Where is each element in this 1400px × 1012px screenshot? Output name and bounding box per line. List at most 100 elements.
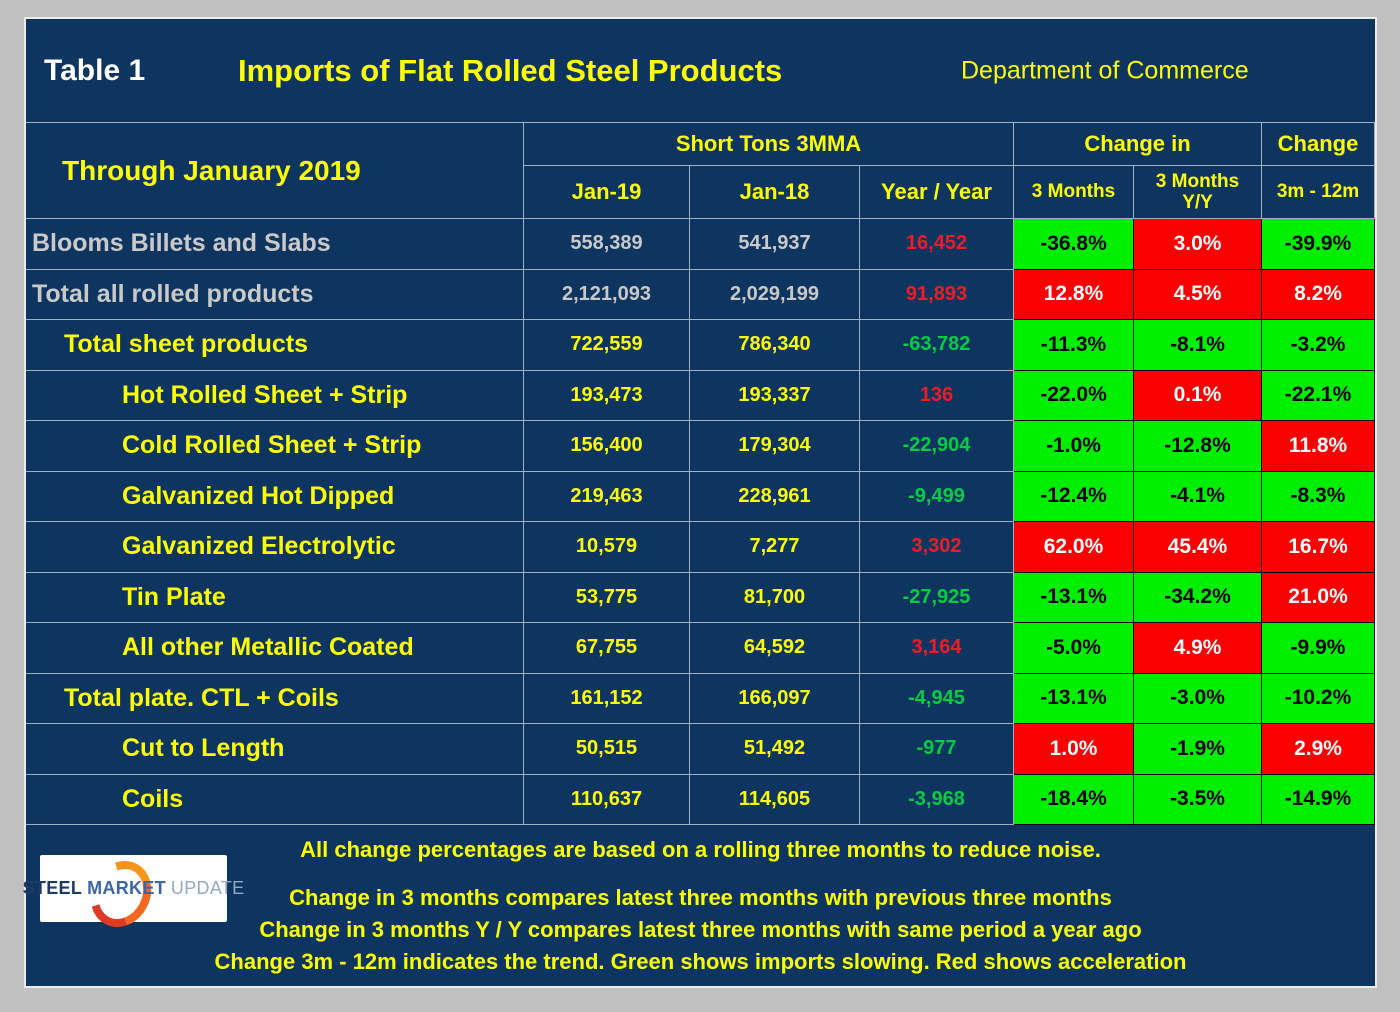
cell-jan19: 156,400 — [524, 421, 690, 472]
cell-change-3-months-yy: 0.1% — [1134, 370, 1262, 421]
cell-jan18: 786,340 — [690, 320, 860, 371]
source-label: Department of Commerce — [961, 56, 1249, 84]
cell-jan18: 7,277 — [690, 522, 860, 573]
cell-change-3-months: -22.0% — [1014, 370, 1134, 421]
row-label: Galvanized Electrolytic — [26, 522, 524, 573]
cell-change-3m-12m: 2.9% — [1262, 724, 1375, 775]
logo-word-market: MARKET — [87, 878, 166, 898]
row-label: Coils — [26, 774, 524, 825]
cell-change-3-months-yy: -4.1% — [1134, 471, 1262, 522]
cell-year-year: -9,499 — [860, 471, 1014, 522]
cell-change-3-months-yy: 3.0% — [1134, 219, 1262, 270]
column-header-3-months-yy: 3 Months Y/Y — [1134, 166, 1262, 219]
cell-jan19: 722,559 — [524, 320, 690, 371]
cell-change-3-months-yy: -12.8% — [1134, 421, 1262, 472]
steel-market-update-logo: STEEL MARKET UPDATE — [23, 850, 244, 938]
cell-jan19: 2,121,093 — [524, 269, 690, 320]
row-label: Hot Rolled Sheet + Strip — [26, 370, 524, 421]
cell-change-3m-12m: 16.7% — [1262, 522, 1375, 573]
cell-change-3-months: -36.8% — [1014, 219, 1134, 270]
cell-change-3-months-yy: 4.9% — [1134, 623, 1262, 674]
column-header-jan19: Jan-19 — [524, 166, 690, 219]
cell-change-3-months: 62.0% — [1014, 522, 1134, 573]
cell-jan19: 10,579 — [524, 522, 690, 573]
cell-change-3-months: -12.4% — [1014, 471, 1134, 522]
cell-change-3-months: 1.0% — [1014, 724, 1134, 775]
cell-jan19: 558,389 — [524, 219, 690, 270]
table-grid: Through January 2019 Short Tons 3MMA Cha… — [26, 122, 1375, 825]
cell-change-3-months: -5.0% — [1014, 623, 1134, 674]
footnote-change-3m-12m: Change 3m - 12m indicates the trend. Gre… — [214, 949, 1187, 974]
column-header-3m-12m: 3m - 12m — [1262, 166, 1375, 219]
cell-jan19: 161,152 — [524, 673, 690, 724]
cell-jan18: 64,592 — [690, 623, 860, 674]
header-group-change: Change — [1262, 123, 1375, 166]
cell-jan18: 193,337 — [690, 370, 860, 421]
cell-year-year: -977 — [860, 724, 1014, 775]
header-group-short-tons: Short Tons 3MMA — [524, 123, 1014, 166]
logo-word-steel: STEEL — [22, 878, 83, 898]
cell-year-year: 136 — [860, 370, 1014, 421]
cell-year-year: 91,893 — [860, 269, 1014, 320]
cell-year-year: -63,782 — [860, 320, 1014, 371]
cell-jan18: 51,492 — [690, 724, 860, 775]
title-band: Table 1 Imports of Flat Rolled Steel Pro… — [26, 19, 1375, 122]
cell-year-year: -22,904 — [860, 421, 1014, 472]
cell-jan19: 110,637 — [524, 774, 690, 825]
cell-change-3m-12m: -3.2% — [1262, 320, 1375, 371]
cell-change-3-months-yy: -1.9% — [1134, 724, 1262, 775]
cell-change-3-months: -11.3% — [1014, 320, 1134, 371]
cell-change-3-months: -1.0% — [1014, 421, 1134, 472]
cell-jan18: 179,304 — [690, 421, 860, 472]
row-label: Cold Rolled Sheet + Strip — [26, 421, 524, 472]
cell-change-3-months-yy: 4.5% — [1134, 269, 1262, 320]
column-header-3-months: 3 Months — [1014, 166, 1134, 219]
cell-jan19: 67,755 — [524, 623, 690, 674]
cell-change-3m-12m: -14.9% — [1262, 774, 1375, 825]
row-label: Galvanized Hot Dipped — [26, 471, 524, 522]
footnote-rolling-months: All change percentages are based on a ro… — [300, 837, 1101, 862]
cell-jan18: 2,029,199 — [690, 269, 860, 320]
page-title: Imports of Flat Rolled Steel Products — [238, 52, 783, 88]
footnote-change-3-months-yy: Change in 3 months Y / Y compares latest… — [259, 917, 1142, 942]
cell-year-year: 16,452 — [860, 219, 1014, 270]
cell-change-3-months: -18.4% — [1014, 774, 1134, 825]
cell-change-3-months: -13.1% — [1014, 572, 1134, 623]
row-label: All other Metallic Coated — [26, 623, 524, 674]
footnote-change-3-months: Change in 3 months compares latest three… — [289, 885, 1112, 910]
cell-year-year: -3,968 — [860, 774, 1014, 825]
cell-jan19: 219,463 — [524, 471, 690, 522]
cell-change-3-months-yy: -8.1% — [1134, 320, 1262, 371]
row-label: Total plate. CTL + Coils — [26, 673, 524, 724]
cell-change-3m-12m: -39.9% — [1262, 219, 1375, 270]
cell-change-3-months-yy: 45.4% — [1134, 522, 1262, 573]
cell-change-3m-12m: -9.9% — [1262, 623, 1375, 674]
cell-jan18: 114,605 — [690, 774, 860, 825]
row-label: Total sheet products — [26, 320, 524, 371]
cell-change-3m-12m: 8.2% — [1262, 269, 1375, 320]
cell-year-year: -27,925 — [860, 572, 1014, 623]
column-header-year-year: Year / Year — [860, 166, 1014, 219]
cell-jan19: 50,515 — [524, 724, 690, 775]
cell-change-3-months: 12.8% — [1014, 269, 1134, 320]
cell-jan19: 53,775 — [524, 572, 690, 623]
row-label: Cut to Length — [26, 724, 524, 775]
cell-change-3-months-yy: -34.2% — [1134, 572, 1262, 623]
cell-jan18: 228,961 — [690, 471, 860, 522]
table-number-label: Table 1 — [44, 53, 146, 87]
cell-year-year: 3,164 — [860, 623, 1014, 674]
cell-change-3-months: -13.1% — [1014, 673, 1134, 724]
cell-change-3m-12m: 21.0% — [1262, 572, 1375, 623]
cell-jan18: 81,700 — [690, 572, 860, 623]
column-header-3-months-yy-line1: 3 Months — [1155, 170, 1240, 192]
header-group-change-in: Change in — [1014, 123, 1262, 166]
header-through-january: Through January 2019 — [26, 123, 524, 219]
column-header-3-months-yy-line2: Y/Y — [1182, 192, 1213, 213]
cell-year-year: -4,945 — [860, 673, 1014, 724]
row-label: Tin Plate — [26, 572, 524, 623]
row-label: Blooms Billets and Slabs — [26, 219, 524, 270]
cell-change-3m-12m: -22.1% — [1262, 370, 1375, 421]
cell-jan19: 193,473 — [524, 370, 690, 421]
cell-change-3m-12m: 11.8% — [1262, 421, 1375, 472]
cell-change-3m-12m: -10.2% — [1262, 673, 1375, 724]
